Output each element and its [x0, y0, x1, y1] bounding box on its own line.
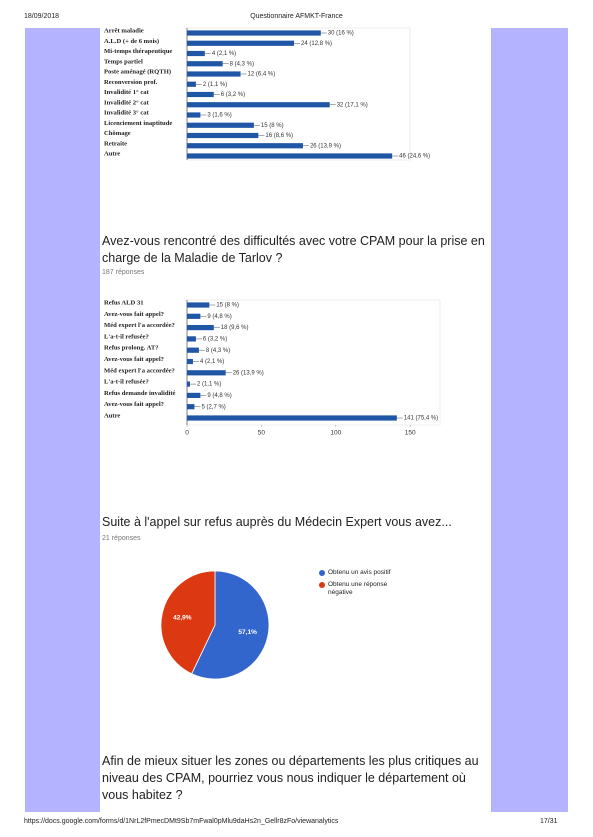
category-label: Avez-vous fait appel? — [104, 311, 164, 318]
bar — [187, 415, 397, 421]
bar — [187, 71, 241, 77]
value-label: 18 (9,6 %) — [221, 325, 249, 331]
value-label: 2 (1,1 %) — [203, 82, 227, 88]
bar — [187, 404, 195, 410]
print-title: Questionnaire AFMKT-France — [250, 13, 343, 20]
value-label: 2 (1,1 %) — [197, 382, 221, 388]
category-label: L'a-t-il refusée? — [104, 333, 149, 340]
print-date: 18/09/2018 — [24, 13, 60, 20]
bar — [187, 336, 196, 342]
category-label: Mi-temps thérapeutique — [104, 48, 172, 55]
bar — [187, 325, 214, 331]
category-label: Invalidité 3° cat — [104, 110, 150, 117]
value-label: 5 (2,7 %) — [201, 404, 225, 410]
value-label: 4 (2,1 %) — [212, 51, 236, 57]
pie-slice — [160, 570, 216, 675]
slice-label: 57,1% — [238, 629, 257, 636]
category-label: Autre — [104, 151, 120, 158]
value-label: 4 (2,1 %) — [200, 359, 224, 365]
category-label: Chômage — [104, 130, 131, 137]
category-label: A.L.D (+ de 6 mois) — [104, 38, 159, 45]
category-label: Invalidité 1° cat — [104, 89, 150, 96]
bar — [187, 302, 210, 308]
bar — [187, 91, 214, 98]
legend-label: Obtenu un avis positif — [328, 569, 391, 576]
bar — [187, 30, 321, 36]
category-label: Méd expert l'a accordée? — [104, 367, 175, 374]
print-url: https://docs.google.com/forms/d/1NrL2fPm… — [24, 818, 339, 825]
bar — [187, 381, 190, 387]
category-label: Avez-vous fait appel? — [104, 356, 164, 363]
category-label: Poste aménagé (RQTH) — [104, 69, 171, 76]
question: Afin de mieux situer les zones ou départ… — [102, 754, 479, 802]
responses: 187 réponses — [102, 269, 145, 276]
category-label: Arrêt maladie — [104, 28, 144, 35]
value-label: 46 (24,6 %) — [399, 154, 430, 160]
value-label: 30 (16 %) — [328, 31, 354, 37]
bar — [187, 313, 201, 319]
value-label: 15 (8 %) — [261, 123, 284, 129]
x-tick-label: 150 — [405, 430, 416, 437]
x-tick-label: 0 — [185, 430, 189, 437]
value-label: 141 (75,4 %) — [404, 416, 438, 422]
bar — [187, 61, 223, 67]
side-panel — [491, 28, 568, 812]
category-label: L'a-t-il refusée? — [104, 379, 149, 386]
category-label: Refus prolong. AT? — [104, 345, 159, 352]
category-label: Avez-vous fait appel? — [104, 401, 164, 408]
pie-slice — [191, 570, 270, 680]
category-label: Reconversion prof. — [104, 79, 158, 86]
bar — [187, 122, 254, 128]
page-number: 17/31 — [540, 818, 558, 825]
x-tick-label: 100 — [330, 430, 341, 437]
bar — [187, 112, 201, 118]
category-label: Temps partiel — [104, 58, 143, 65]
legend-swatch — [319, 582, 325, 588]
value-label: 15 (8 %) — [216, 303, 239, 309]
value-label: 8 (4,3 %) — [206, 348, 230, 354]
value-label: 32 (17,1 %) — [337, 102, 368, 108]
category-label: Licenciement inaptitude — [104, 120, 172, 127]
category-label: Retraite — [104, 140, 127, 147]
bar — [187, 40, 295, 46]
value-label: 24 (12,8 %) — [301, 41, 332, 47]
value-label: 26 (13,9 %) — [310, 143, 341, 149]
bar — [187, 132, 259, 139]
value-label: 9 (4,8 %) — [207, 393, 231, 399]
bar — [187, 392, 201, 398]
category-label: Méd expert l'a accordée? — [104, 322, 175, 329]
value-label: 8 (4,3 %) — [230, 61, 254, 67]
legend-swatch — [319, 570, 325, 576]
value-label: 6 (3,2 %) — [221, 92, 245, 98]
bar — [187, 370, 226, 376]
bar — [187, 81, 196, 87]
bar — [187, 50, 205, 57]
value-label: 12 (6,4 %) — [248, 72, 276, 78]
question: Suite à l'appel sur refus auprès du Méde… — [102, 515, 452, 529]
bar — [187, 143, 303, 149]
bar — [187, 153, 393, 159]
category-label: Autre — [104, 413, 120, 420]
legend-label: Obtenu une réponse négative — [328, 581, 388, 596]
category-label: Invalidité 2° cat — [104, 99, 150, 106]
value-label: 3 (1,6 %) — [207, 113, 231, 119]
value-label: 6 (3,2 %) — [203, 336, 227, 342]
category-label: Refus demande invalidité — [104, 390, 176, 397]
bar — [187, 358, 193, 365]
value-label: 9 (4,8 %) — [207, 314, 231, 320]
bar — [187, 347, 199, 353]
value-label: 16 (8,6 %) — [265, 133, 293, 139]
value-label: 26 (13,9 %) — [233, 370, 264, 376]
x-tick-label: 50 — [258, 430, 266, 437]
category-label: Refus ALD 31 — [104, 300, 144, 307]
slice-label: 42,9% — [173, 614, 192, 621]
side-panel — [25, 28, 100, 812]
responses: 21 réponses — [102, 535, 141, 542]
question: Avez-vous rencontré des difficultés avec… — [102, 234, 485, 265]
bar — [187, 102, 330, 108]
